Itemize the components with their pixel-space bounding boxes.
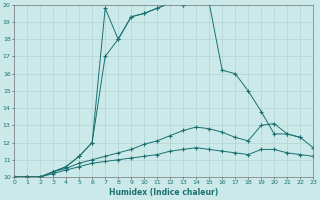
X-axis label: Humidex (Indice chaleur): Humidex (Indice chaleur) [109, 188, 218, 197]
